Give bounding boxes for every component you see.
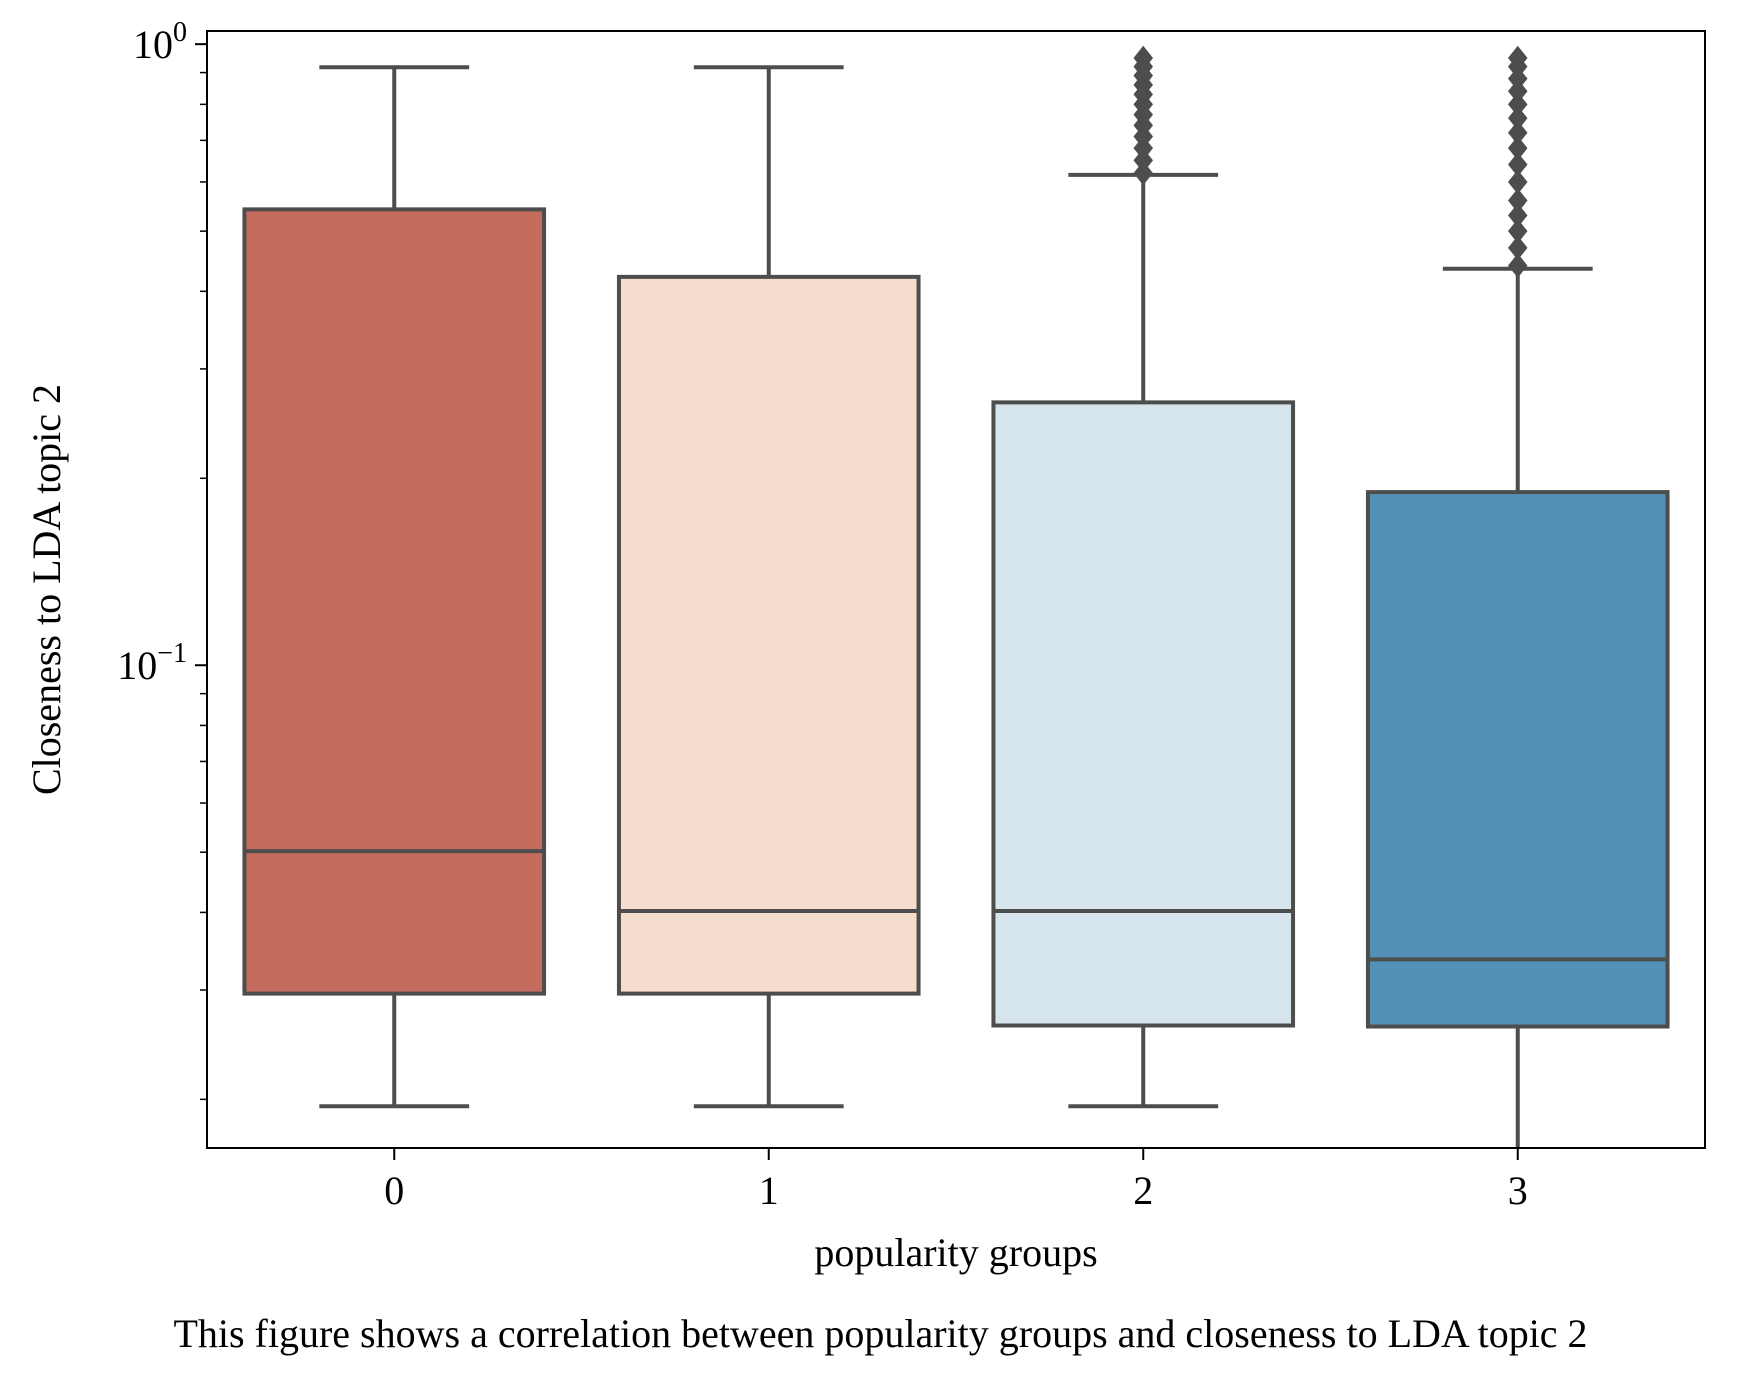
outlier-point-3-4: [1507, 188, 1528, 213]
box-3: [1365, 490, 1670, 1029]
box-group-1: [616, 65, 921, 1109]
outlier-point-3-3: [1507, 203, 1528, 228]
outlier-point-3-10: [1507, 92, 1528, 117]
x-tick-label-2: 2: [1133, 1168, 1153, 1213]
outlier-point-3-14: [1507, 45, 1528, 71]
plot-frame: [206, 30, 1706, 1149]
box-group-3: [1365, 45, 1670, 1148]
x-tick-label-0: 0: [384, 1168, 404, 1213]
outlier-point-3-6: [1507, 152, 1528, 177]
outlier-point-3-8: [1507, 120, 1528, 145]
outlier-point-2-0: [1133, 160, 1154, 186]
y-axis-label: Closeness to LDA topic 2: [24, 384, 69, 795]
box-group-2: [991, 45, 1296, 1109]
box-1: [616, 274, 921, 996]
x-tick-label-3: 3: [1508, 1168, 1528, 1213]
outlier-point-2-11: [1133, 45, 1154, 71]
outlier-point-3-0: [1507, 253, 1528, 278]
figure-caption: This figure shows a correlation between …: [173, 1311, 1588, 1356]
box-2: [991, 400, 1296, 1028]
outlier-point-3-2: [1507, 218, 1528, 244]
box-group-0: [242, 65, 547, 1109]
boxplot-chart: 10−1 100 0 1 2 3 popularity groups Closeness to…: [24, 17, 1706, 1275]
outlier-point-3-9: [1507, 105, 1528, 131]
outlier-point-3-11: [1507, 78, 1528, 104]
outlier-point-3-1: [1507, 235, 1528, 261]
y-tick-label-0: 10−1: [117, 638, 187, 688]
box-0: [242, 207, 547, 996]
outlier-point-3-5: [1507, 169, 1528, 195]
x-axis-label: popularity groups: [814, 1230, 1097, 1275]
x-tick-label-1: 1: [759, 1168, 779, 1213]
y-tick-label-1: 100: [133, 17, 187, 67]
outlier-point-3-7: [1507, 135, 1528, 161]
